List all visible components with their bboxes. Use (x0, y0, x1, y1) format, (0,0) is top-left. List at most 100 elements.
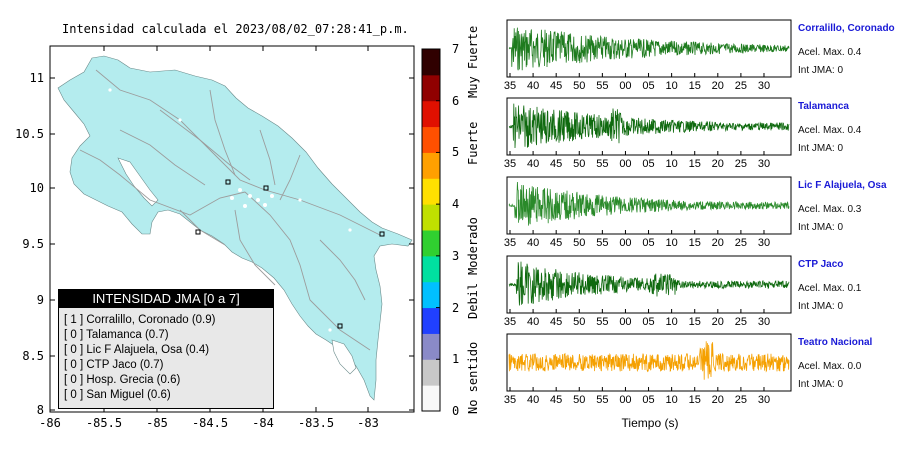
seismogram-tick-label: 40 (526, 394, 540, 406)
seismogram-tick-label: 00 (619, 237, 632, 249)
seismogram-tick-label: 20 (711, 237, 724, 249)
station-peak-acceleration: Acel. Max. 0.3 (798, 204, 862, 215)
colorbar-tick-label: 0 (452, 404, 460, 418)
colorbar-tick-label: 7 (452, 42, 460, 56)
station-jma-intensity: Int JMA: 0 (798, 65, 844, 76)
seismogram-tick-label: 05 (642, 316, 655, 328)
seismogram-tick-label: 40 (526, 237, 540, 249)
seismogram-tick-label: 20 (711, 158, 724, 170)
colorbar-cell (422, 359, 440, 386)
seismogram-tick-label: 35 (503, 237, 517, 249)
seismogram-tick-label: 20 (711, 80, 724, 92)
colorbar-cell (422, 178, 440, 205)
seismogram-tick-label: 45 (550, 158, 563, 170)
map-y-tick-label: 10 (29, 181, 44, 195)
colorbar-cell (422, 281, 440, 309)
seismogram-tick-label: 00 (619, 80, 632, 92)
colorbar-cell (422, 385, 440, 412)
seismogram-tick-label: 55 (596, 316, 609, 328)
station-peak-acceleration: Acel. Max. 0.4 (798, 125, 862, 136)
seismogram-tick-label: 55 (596, 80, 609, 92)
colorbar-cell (422, 126, 440, 153)
map-x-tick-label: -86 (39, 416, 61, 430)
station-name: Corralillo, Coronado (798, 23, 895, 34)
seismogram-tick-label: 10 (665, 237, 678, 249)
seismogram-tick-label: 15 (688, 80, 701, 92)
seismogram-tick-label: 45 (550, 80, 563, 92)
seismogram-trace (508, 27, 790, 71)
seismogram-tick-label: 05 (642, 237, 655, 249)
seismogram-tick-label: 30 (757, 316, 771, 328)
station-peak-acceleration: Acel. Max. 0.4 (798, 47, 862, 58)
seismogram-tick-label: 15 (688, 237, 701, 249)
seismogram-tick-label: 05 (642, 394, 655, 406)
colorbar-tick-label: 1 (452, 352, 460, 367)
seismogram-tick-label: 10 (665, 80, 678, 92)
seismogram-tick-label: 50 (573, 158, 586, 170)
map-x-tick-label: -84 (252, 416, 274, 430)
seismogram-tick-label: 15 (688, 316, 701, 328)
seismogram-trace (508, 261, 790, 306)
seismogram-tick-label: 55 (596, 394, 609, 406)
map-y-tick-label: 8 (36, 403, 44, 417)
seismogram-tick-label: 25 (734, 394, 748, 406)
seismogram-tick-label: 45 (550, 237, 563, 249)
seismogram-tick-label: 10 (665, 394, 678, 406)
map-y-tick-label: 9 (36, 293, 44, 307)
seismogram-tick-label: 50 (573, 237, 586, 249)
seismogram-panel (506, 19, 792, 78)
colorbar-cell (422, 49, 440, 76)
map-x-tick-label: -84.5 (191, 416, 229, 430)
seismogram-tick-label: 40 (526, 316, 540, 328)
seismogram-tick-label: 00 (619, 316, 632, 328)
seismogram-trace (508, 341, 790, 380)
station-marker (263, 185, 269, 191)
seismogram-tick-label: 30 (757, 158, 771, 170)
legend-row: [ 0 ] CTP Jaco (0.7) (64, 359, 164, 371)
map-x-tick-label: -83.5 (297, 416, 335, 430)
seismogram-tick-label: 40 (526, 80, 540, 92)
seismogram-tick-label: 50 (573, 80, 586, 92)
map-y-tick-label: 11 (29, 71, 44, 85)
seismogram-tick-label: 50 (573, 316, 586, 328)
map-title: Intensidad calculada el 2023/08/02_07:28… (62, 22, 409, 36)
map-x-tick-label: -85 (146, 416, 168, 430)
station-name: Teatro Nacional (798, 337, 873, 348)
station-name: Lic F Alajuela, Osa (798, 180, 887, 191)
seismogram-tick-label: 00 (619, 158, 632, 170)
station-marker (195, 229, 201, 235)
seismogram-tick-label: 10 (665, 316, 678, 328)
colorbar-cell (422, 333, 440, 360)
seismogram-tick-label: 30 (757, 80, 771, 92)
seismogram-tick-label: 30 (757, 394, 771, 406)
station-peak-acceleration: Acel. Max. 0.1 (798, 283, 862, 294)
seismogram-tick-label: 35 (503, 394, 517, 406)
legend-row: [ 1 ] Corralillo, Coronado (0.9) (64, 314, 216, 326)
seismogram-x-label: Tiempo (s) (621, 416, 679, 430)
seismogram-tick-label: 05 (642, 80, 655, 92)
colorbar-cell (422, 100, 440, 128)
seismogram-tick-label: 35 (503, 316, 517, 328)
colorbar-tick-label: 4 (452, 197, 460, 212)
legend-row: [ 0 ] Hosp. Grecia (0.6) (64, 374, 181, 386)
colorbar-cell (422, 307, 440, 334)
seismogram-tick-label: 40 (526, 158, 540, 170)
seismogram-tick-label: 55 (596, 237, 609, 249)
colorbar-cell (422, 74, 440, 102)
seismogram-tick-label: 30 (757, 237, 771, 249)
colorbar-cell (422, 204, 440, 231)
colorbar-tick-label: 6 (452, 93, 460, 108)
station-peak-acceleration: Acel. Max. 0.0 (798, 361, 862, 372)
colorbar-cell (422, 230, 440, 257)
seismogram-tick-label: 55 (596, 158, 609, 170)
seismogram-tick-label: 15 (688, 158, 701, 170)
legend-header: INTENSIDAD JMA [0 a 7] (59, 290, 273, 308)
seismogram-panel (506, 97, 792, 156)
station-marker (337, 323, 343, 329)
map-y-tick-label: 9.5 (22, 237, 44, 251)
map-y-tick-label: 8.5 (22, 349, 44, 363)
station-jma-intensity: Int JMA: 0 (798, 379, 844, 390)
station-name: CTP Jaco (798, 259, 844, 270)
colorbar-tick-label: 3 (452, 248, 460, 263)
seismogram-tick-label: 35 (503, 158, 517, 170)
